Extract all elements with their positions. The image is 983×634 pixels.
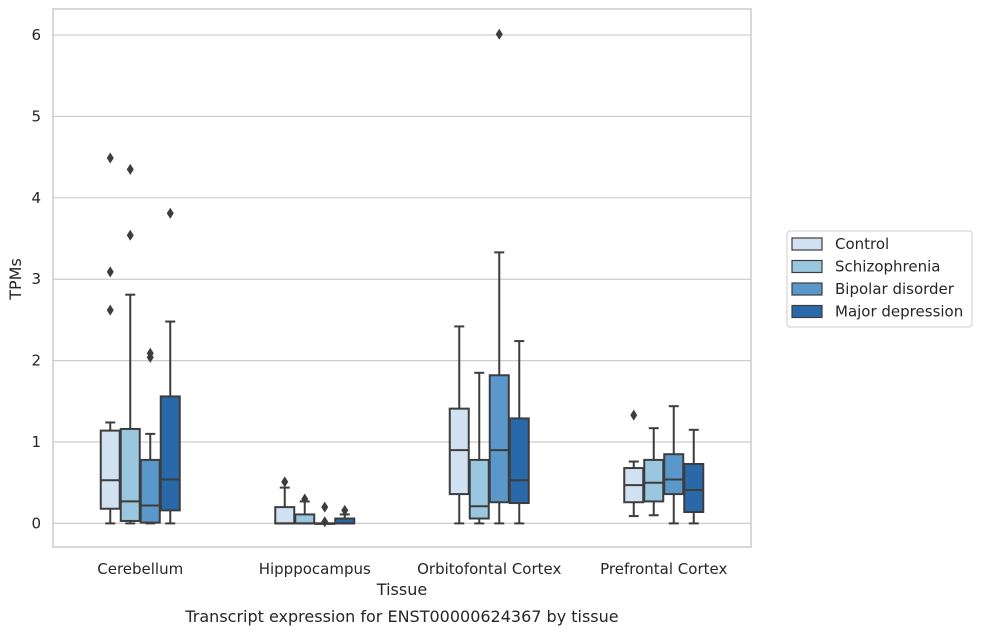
y-axis-title: TPMs	[6, 258, 25, 301]
outlier-point	[166, 207, 174, 219]
box-iqr	[508, 417, 530, 505]
box-iqr	[683, 462, 705, 514]
outlier-point	[126, 229, 134, 241]
legend: Control Schizophrenia Bipolar disorder Majo…	[786, 230, 973, 328]
box	[119, 163, 141, 525]
y-tick-label: 0	[31, 514, 41, 532]
outlier-point	[126, 163, 134, 175]
box-iqr	[468, 458, 490, 520]
x-tick-label: Hipppocampus	[259, 560, 371, 578]
y-tick-label: 1	[31, 433, 41, 451]
box-iqr	[139, 458, 161, 524]
box	[294, 493, 316, 525]
box	[508, 340, 530, 525]
x-tick-label: Prefrontal Cortex	[600, 560, 727, 578]
box	[468, 371, 490, 525]
y-tick-label: 5	[31, 107, 41, 125]
box-iqr	[488, 374, 510, 504]
y-tick-label: 6	[31, 26, 41, 44]
box-iqr	[159, 395, 181, 512]
legend-swatch	[791, 304, 823, 319]
legend-label: Schizophrenia	[835, 258, 940, 276]
y-tick-label: 4	[31, 189, 41, 207]
x-tick-label: Cerebellum	[97, 560, 183, 578]
outlier-point	[321, 501, 329, 513]
x-tick-label: Orbitofontal Cortex	[417, 560, 561, 578]
box	[334, 504, 356, 525]
box-iqr	[274, 506, 296, 525]
series-control	[99, 152, 645, 525]
outlier-point	[106, 152, 114, 164]
box	[314, 501, 336, 528]
outlier-point	[146, 347, 154, 359]
box	[159, 207, 181, 525]
outlier-point	[341, 504, 349, 516]
plot-frame	[52, 8, 752, 548]
legend-label: Control	[835, 235, 889, 253]
y-tick-label: 2	[31, 352, 41, 370]
box	[663, 405, 685, 525]
box-iqr	[663, 453, 685, 496]
box-iqr	[448, 407, 470, 496]
outlier-point	[281, 476, 289, 488]
box	[683, 428, 705, 525]
legend-label: Bipolar disorder	[835, 280, 955, 298]
box	[274, 476, 296, 525]
legend-swatch	[791, 282, 823, 296]
y-axis-ticks: 0 1 2 3 4 5 6	[31, 26, 41, 532]
box-iqr	[294, 513, 316, 525]
x-axis-ticks: Cerebellum Hipppocampus Orbitofontal Corte…	[97, 560, 727, 578]
outlier-point	[301, 493, 309, 505]
box	[488, 28, 510, 525]
box	[448, 325, 470, 525]
box-iqr	[99, 429, 121, 510]
outlier-point	[321, 516, 329, 528]
box-plot-series	[99, 28, 705, 528]
series-major-depression	[159, 207, 705, 525]
outlier-point	[630, 409, 638, 421]
box	[139, 347, 161, 525]
legend-label: Major depression	[835, 303, 963, 321]
box	[99, 152, 121, 525]
outlier-point	[106, 266, 114, 278]
box	[643, 427, 665, 517]
legend-frame	[786, 230, 973, 328]
legend-swatch	[791, 259, 823, 274]
legend-swatch	[791, 237, 823, 251]
y-tick-label: 3	[31, 270, 41, 288]
x-axis-title: Tissue	[376, 580, 427, 599]
series-schizophrenia	[119, 163, 665, 525]
outlier-point	[106, 304, 114, 316]
box	[623, 409, 645, 518]
chart-caption: Transcript expression for ENST0000062436…	[184, 607, 618, 626]
box-iqr	[119, 427, 141, 522]
y-gridlines	[53, 34, 751, 524]
series-bipolar-disorder	[139, 28, 685, 528]
outlier-point	[495, 28, 503, 40]
box-iqr	[643, 458, 665, 503]
